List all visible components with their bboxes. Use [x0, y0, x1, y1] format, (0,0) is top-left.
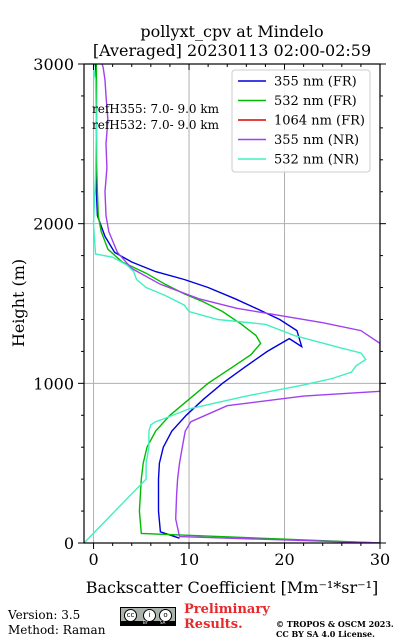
series-line-3: [101, 64, 380, 543]
chart-title-line1: pollyxt_cpv at Mindelo: [140, 22, 324, 41]
copyright-line2: CC BY SA 4.0 License.: [276, 629, 375, 639]
legend-label-3: 355 nm (NR): [274, 133, 359, 148]
version-text: Version: 3.5: [8, 608, 81, 622]
x-tick-label: 30: [370, 550, 390, 569]
y-axis-label: Height (m): [9, 259, 28, 347]
x-tick-label: 10: [179, 550, 199, 569]
copyright-notice: © TROPOS & OSCM 2023. CC BY SA 4.0 Licen…: [276, 619, 394, 639]
x-tick-label: 0: [88, 550, 98, 569]
reference-height-note: refH532: 7.0- 9.0 km: [92, 118, 220, 132]
preliminary-line1: Preliminary: [184, 602, 270, 617]
plot-frame: [83, 63, 381, 544]
method-text: Method: Raman: [8, 623, 106, 637]
series-line-1: [95, 64, 380, 543]
y-tick-label: 3000: [33, 55, 74, 74]
backscatter-chart: 0 10 20 30 0 1000 2000 3000 Backscatter Coeffici…: [9, 55, 390, 597]
legend-label-2: 1064 nm (FR): [274, 114, 365, 129]
badge-tag-by: BY: [143, 620, 148, 625]
y-tick-label: 2000: [33, 215, 74, 234]
badge-tag-sa: SA: [160, 620, 166, 625]
legend-label-1: 532 nm (FR): [274, 94, 357, 109]
preliminary-notice: Preliminary Results.: [184, 602, 270, 632]
cc-license-badge: cc i o BY SA: [120, 607, 176, 626]
chart-title-line2: [Averaged] 20230113 02:00-02:59: [92, 41, 372, 60]
legend-label-0: 355 nm (FR): [274, 75, 357, 90]
copyright-line1: © TROPOS & OSCM 2023.: [276, 619, 394, 629]
y-tick-label: 0: [64, 534, 74, 553]
legend-label-4: 532 nm (NR): [274, 153, 359, 168]
x-tick-label: 20: [274, 550, 294, 569]
reference-height-note: refH355: 7.0- 9.0 km: [92, 102, 220, 116]
series-line-4: [84, 64, 367, 543]
x-axis-label: Backscatter Coefficient [Mm⁻¹*sr⁻¹]: [86, 578, 379, 597]
y-tick-label: 1000: [33, 374, 74, 393]
legend-box: [231, 69, 371, 173]
preliminary-line2: Results.: [184, 617, 243, 632]
